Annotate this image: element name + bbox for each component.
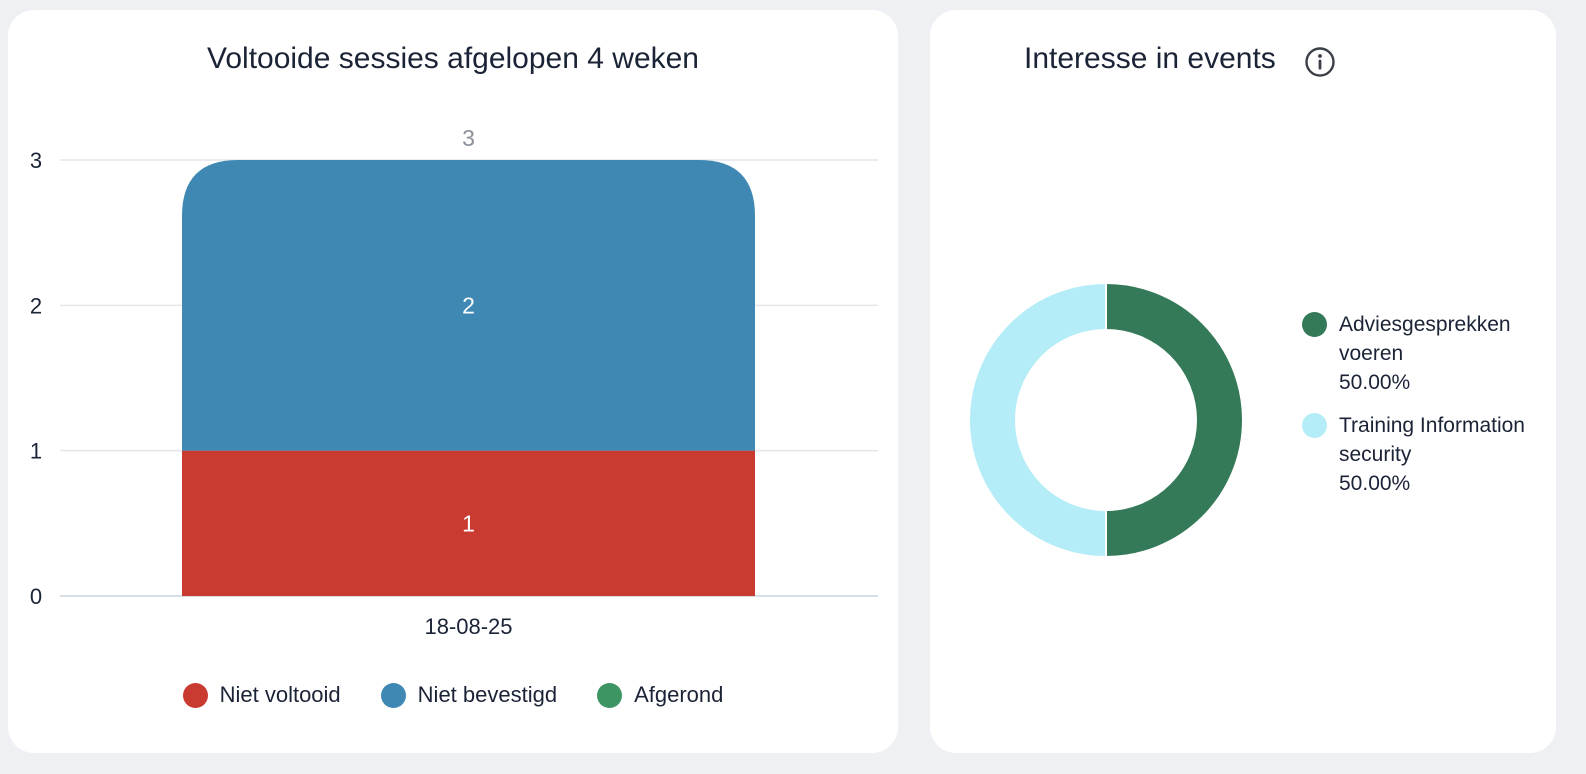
interest-card: Interesse in events Adviesgesprekken voe… — [930, 10, 1556, 753]
x-category-label: 18-08-25 — [424, 614, 512, 639]
interest-chart-title: Interesse in events — [1024, 42, 1276, 75]
legend-dot-icon — [380, 682, 406, 708]
sessions-legend: Niet voltooid Niet bevestigd Afgerond — [8, 682, 898, 708]
sessions-card: Voltooide sessies afgelopen 4 weken 0 1 2 3… — [8, 10, 898, 753]
legend-item[interactable]: Adviesgesprekken voeren 50.00% — [1302, 310, 1552, 397]
y-tick-label: 0 — [30, 584, 42, 609]
y-tick-label: 1 — [30, 439, 42, 464]
legend-item[interactable]: Afgerond — [597, 682, 723, 708]
interest-donut-chart — [968, 281, 1244, 559]
bar-value-label: 2 — [462, 292, 475, 318]
legend-item[interactable]: Niet bevestigd — [380, 682, 558, 708]
legend-dot-icon — [597, 682, 623, 708]
legend-label: Niet bevestigd — [417, 682, 558, 707]
legend-label: Afgerond — [634, 682, 724, 707]
bar-value-label: 1 — [462, 510, 475, 536]
sessions-chart-title: Voltooide sessies afgelopen 4 weken — [206, 42, 699, 75]
y-tick-label: 2 — [30, 293, 42, 318]
legend-item[interactable]: Training Information security 50.00% — [1302, 411, 1552, 498]
legend-label: Niet voltooid — [219, 682, 341, 707]
legend-dot-icon — [1302, 312, 1327, 337]
legend-label: Training Information security — [1339, 414, 1525, 466]
legend-item[interactable]: Niet voltooid — [182, 682, 341, 708]
sessions-bar-chart: 0 1 2 3 1 2 3 18-08-25 — [30, 125, 878, 639]
legend-percent: 50.00% — [1339, 371, 1411, 394]
legend-label: Adviesgesprekken voeren — [1339, 313, 1511, 365]
bar-segment-niet-voltooid[interactable] — [182, 450, 755, 596]
info-icon[interactable] — [1304, 46, 1336, 78]
donut-slice[interactable] — [968, 281, 1107, 559]
legend-percent: 50.00% — [1339, 472, 1411, 495]
bar-total-label: 3 — [462, 125, 475, 151]
y-tick-label: 3 — [30, 148, 42, 173]
legend-dot-icon — [1302, 413, 1327, 438]
legend-text: Adviesgesprekken voeren 50.00% — [1339, 310, 1539, 397]
bar-segment-niet-bevestigd[interactable] — [182, 160, 755, 451]
legend-text: Training Information security 50.00% — [1339, 411, 1539, 498]
donut-slice[interactable] — [1105, 281, 1244, 559]
interest-legend: Adviesgesprekken voeren 50.00% Training In… — [1302, 310, 1552, 512]
legend-dot-icon — [182, 682, 208, 708]
